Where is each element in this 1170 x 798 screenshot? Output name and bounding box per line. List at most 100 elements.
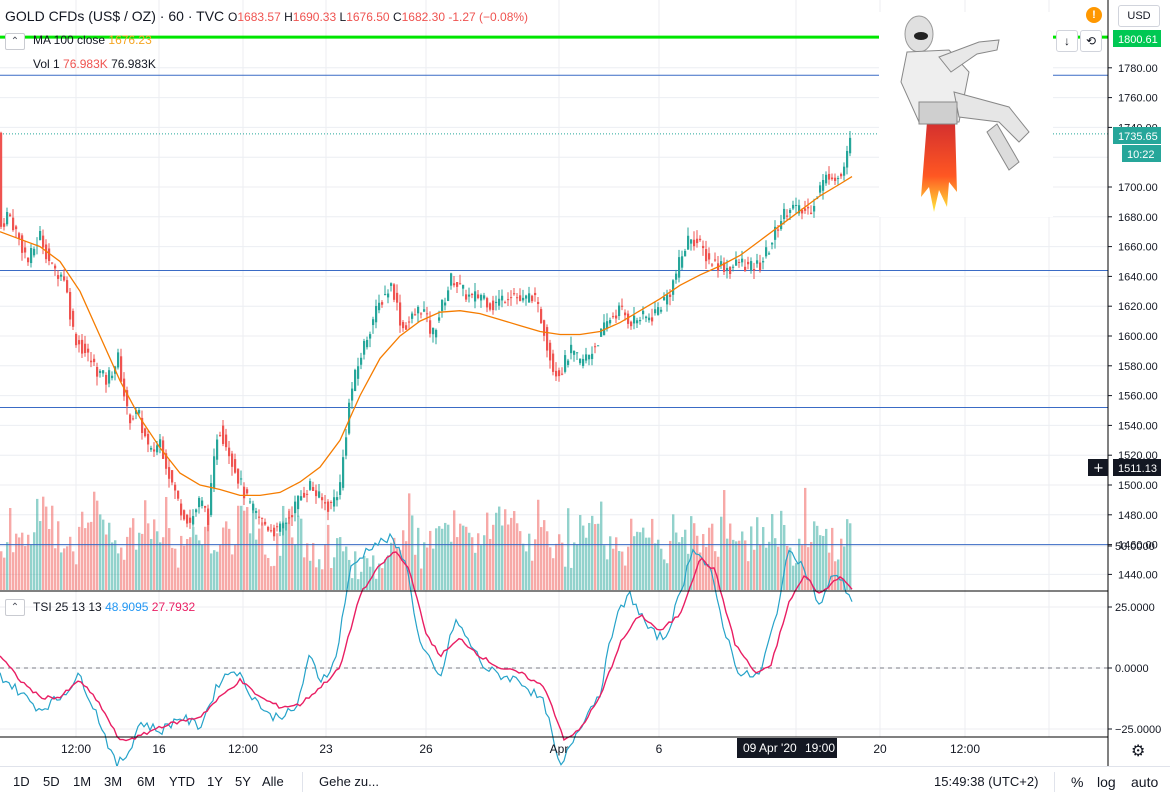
ma-label[interactable]: MA 100 close: [33, 33, 106, 47]
candle-body: [732, 266, 735, 268]
volume-bar: [48, 528, 51, 590]
volume-bar: [18, 537, 21, 590]
range-all[interactable]: Alle: [262, 774, 284, 789]
candle-body: [51, 262, 54, 264]
range-1y[interactable]: 1Y: [207, 774, 223, 789]
crosshair-date-label: 09 Apr '20: [743, 741, 797, 755]
candle-body: [690, 239, 693, 244]
candle-body: [738, 261, 741, 263]
volume-bar: [549, 547, 552, 590]
percent-toggle[interactable]: %: [1071, 774, 1084, 790]
candle-body: [309, 481, 312, 490]
candle-body: [573, 350, 576, 355]
auto-toggle[interactable]: auto: [1131, 774, 1159, 790]
candle-body: [567, 360, 570, 365]
collapse-legend-button[interactable]: ⌃: [5, 33, 25, 50]
candle-body: [507, 299, 510, 301]
log-toggle[interactable]: log: [1097, 774, 1116, 790]
candle-body: [609, 319, 612, 324]
ma-legend[interactable]: MA 100 close 1676.23: [33, 33, 152, 47]
volume-bar: [492, 524, 495, 590]
last-price-label: 1735.65: [1118, 131, 1158, 143]
time-tick-label: 12:00: [950, 742, 980, 756]
volume-bar: [114, 540, 117, 590]
volume-bar: [141, 533, 144, 590]
candle-body: [210, 483, 213, 516]
time-tick-label: 16: [152, 742, 166, 756]
range-1m[interactable]: 1M: [73, 774, 92, 789]
candle-body: [462, 284, 465, 289]
crosshair-plus-button[interactable]: [1088, 459, 1108, 476]
volume-bar: [444, 522, 447, 590]
volume-bar: [228, 528, 231, 590]
candle-body: [108, 370, 111, 384]
volume-bar: [261, 522, 264, 590]
candle-body: [774, 226, 777, 240]
candle-body: [339, 482, 342, 495]
price-chart[interactable]: 1780.001760.001740.001700.001680.001660.…: [0, 0, 1170, 766]
volume-bar: [660, 548, 663, 590]
volume-bar: [162, 537, 165, 590]
candle-body: [594, 346, 597, 348]
range-3m[interactable]: 3M: [104, 774, 123, 789]
volume-bar: [282, 505, 285, 590]
volume-bar: [45, 506, 48, 590]
volume-bar: [414, 554, 417, 590]
volume-bar: [588, 522, 591, 590]
candle-body: [564, 355, 567, 372]
volume-bar: [657, 539, 660, 590]
candle-body: [582, 358, 585, 366]
alert-icon[interactable]: !: [1086, 7, 1102, 23]
candle-body: [675, 273, 678, 280]
range-6m[interactable]: 6M: [137, 774, 156, 789]
candle-body: [147, 434, 150, 445]
volume-bar: [363, 555, 366, 590]
tsi-legend[interactable]: TSI 25 13 13 48.9095 27.7932: [33, 600, 195, 614]
volume-bar: [159, 542, 162, 590]
interval[interactable]: 60: [168, 8, 184, 24]
candle-body: [789, 209, 792, 213]
volume-bar: [243, 510, 246, 590]
currency-button[interactable]: USD: [1118, 5, 1160, 27]
volume-bar: [846, 519, 849, 590]
tsi-label[interactable]: TSI 25 13 13: [33, 600, 102, 614]
candle-body: [768, 253, 771, 255]
volume-bar: [516, 523, 519, 590]
candle-body: [495, 301, 498, 304]
sync-icon[interactable]: ⟲: [1080, 30, 1102, 52]
vol-legend[interactable]: Vol 1 76.983K 76.983K: [33, 57, 156, 71]
volume-bar: [342, 551, 345, 590]
candle-body: [405, 325, 408, 330]
candle-body: [18, 233, 21, 239]
symbol-name[interactable]: GOLD CFDs (US$ / OZ): [5, 8, 156, 24]
volume-bar: [324, 544, 327, 590]
volume-bar: [111, 542, 114, 590]
volume-bar: [93, 491, 96, 590]
candle-body: [219, 435, 222, 437]
arrow-down-icon[interactable]: ↓: [1056, 30, 1078, 52]
range-5y[interactable]: 5Y: [235, 774, 251, 789]
volume-bar: [387, 555, 390, 590]
candle-body: [615, 315, 618, 319]
candle-body: [177, 490, 180, 499]
candle-body: [630, 321, 633, 327]
candle-body: [183, 510, 186, 520]
range-ytd[interactable]: YTD: [169, 774, 195, 789]
volume-bar: [57, 521, 60, 590]
crosshair-price-tag: [1113, 459, 1161, 476]
tsi-collapse-button[interactable]: ⌃: [5, 599, 25, 616]
volume-bar: [471, 537, 474, 590]
settings-gear-icon[interactable]: ⚙: [1131, 741, 1145, 760]
vol-label[interactable]: Vol 1: [33, 57, 60, 71]
symbol-legend[interactable]: GOLD CFDs (US$ / OZ) · 60 · TVC O1683.57…: [5, 8, 529, 24]
range-5d[interactable]: 5D: [43, 774, 60, 789]
candle-body: [24, 247, 27, 253]
goto-button[interactable]: Gehe zu...: [319, 774, 379, 789]
volume-bar: [66, 546, 69, 590]
clock[interactable]: 15:49:38 (UTC+2): [934, 774, 1039, 789]
volume-bar: [462, 525, 465, 590]
price-tick-label: 1440.00: [1118, 569, 1158, 581]
range-1d[interactable]: 1D: [13, 774, 30, 789]
